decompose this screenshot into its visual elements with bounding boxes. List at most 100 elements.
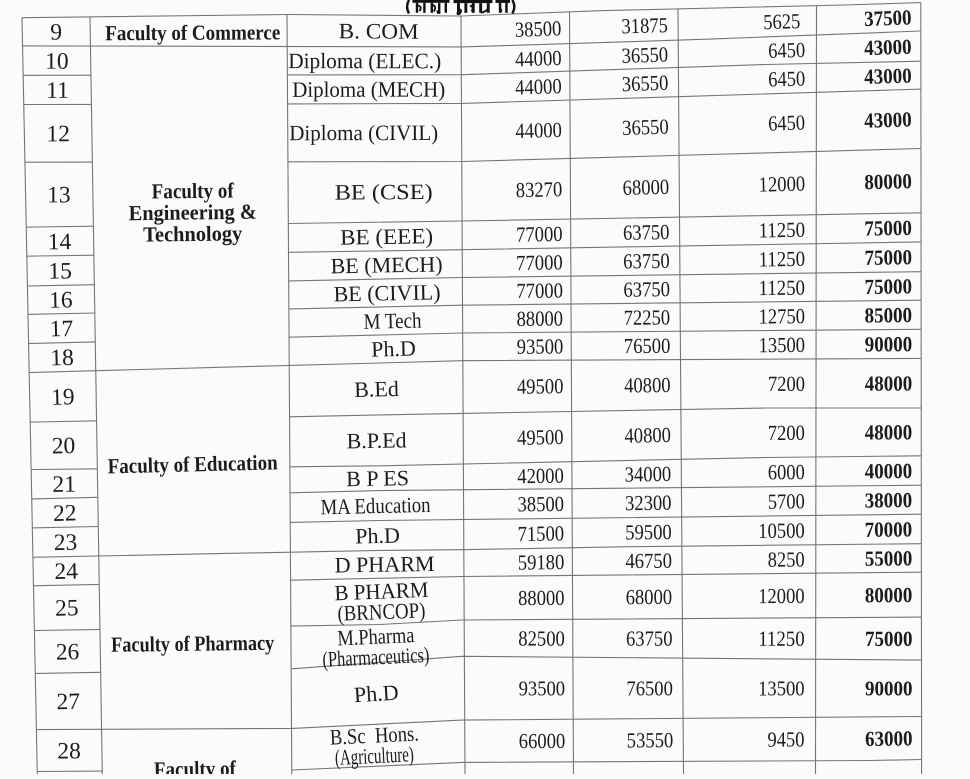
svg-text:68000: 68000 xyxy=(626,585,673,609)
svg-text:63750: 63750 xyxy=(626,627,673,651)
svg-text:93500: 93500 xyxy=(519,676,566,700)
svg-text:17: 17 xyxy=(49,316,73,342)
svg-text:BE (EEE): BE (EEE) xyxy=(340,223,433,249)
svg-text:Engineering &: Engineering & xyxy=(129,200,257,226)
svg-text:11250: 11250 xyxy=(758,218,805,243)
svg-text:Faculty of: Faculty of xyxy=(154,756,237,774)
svg-text:M Tech: M Tech xyxy=(363,308,422,334)
svg-text:Diploma (MECH): Diploma (MECH) xyxy=(292,77,445,102)
svg-text:12: 12 xyxy=(46,121,70,147)
svg-text:31875: 31875 xyxy=(621,13,668,38)
svg-text:68000: 68000 xyxy=(622,175,669,200)
svg-text:BE (MECH): BE (MECH) xyxy=(330,251,442,278)
svg-text:5700: 5700 xyxy=(768,489,805,513)
svg-text:B.Ed: B.Ed xyxy=(354,376,399,402)
svg-text:88000: 88000 xyxy=(518,586,565,610)
svg-text:40800: 40800 xyxy=(624,423,671,448)
svg-text:71500: 71500 xyxy=(517,521,564,546)
svg-text:76500: 76500 xyxy=(624,334,671,358)
svg-text:6450: 6450 xyxy=(768,38,806,63)
svg-text:36550: 36550 xyxy=(621,42,668,68)
svg-text:76500: 76500 xyxy=(626,677,673,701)
svg-text:6450: 6450 xyxy=(768,111,806,136)
svg-text:22: 22 xyxy=(53,500,77,527)
svg-text:Ph.D: Ph.D xyxy=(353,680,399,708)
svg-text:20: 20 xyxy=(52,433,76,459)
svg-text:59500: 59500 xyxy=(625,520,672,545)
svg-text:9450: 9450 xyxy=(767,727,804,751)
svg-text:Faculty of Commerce: Faculty of Commerce xyxy=(105,20,280,45)
svg-text:Faculty of Education: Faculty of Education xyxy=(107,450,278,478)
svg-text:8250: 8250 xyxy=(768,547,805,571)
svg-text:11: 11 xyxy=(46,78,69,104)
svg-text:Ph.D: Ph.D xyxy=(355,523,400,549)
svg-text:5625: 5625 xyxy=(763,9,801,34)
svg-text:(Agriculture): (Agriculture) xyxy=(334,741,414,770)
svg-text:6450: 6450 xyxy=(768,67,806,92)
svg-text:82500: 82500 xyxy=(518,627,565,651)
svg-text:48000: 48000 xyxy=(865,420,913,444)
svg-text:18: 18 xyxy=(50,345,74,372)
svg-text:44000: 44000 xyxy=(515,118,562,143)
svg-text:43000: 43000 xyxy=(864,107,912,132)
svg-text:11250: 11250 xyxy=(758,276,805,301)
svg-text:9: 9 xyxy=(50,20,62,46)
svg-text:38000: 38000 xyxy=(865,488,913,513)
svg-text:63750: 63750 xyxy=(623,249,670,274)
svg-text:38500: 38500 xyxy=(517,492,564,517)
svg-text:B. COM: B. COM xyxy=(339,18,419,43)
svg-text:7200: 7200 xyxy=(768,421,805,445)
svg-text:25: 25 xyxy=(55,595,79,622)
svg-text:26: 26 xyxy=(56,639,80,665)
svg-text:90000: 90000 xyxy=(865,332,913,356)
svg-text:37500: 37500 xyxy=(864,5,912,31)
svg-text:63000: 63000 xyxy=(865,726,913,751)
svg-text:40000: 40000 xyxy=(865,459,913,483)
svg-text:75000: 75000 xyxy=(864,245,912,270)
svg-text:34000: 34000 xyxy=(625,462,672,487)
svg-text:24: 24 xyxy=(54,559,78,585)
svg-text:77000: 77000 xyxy=(516,222,563,247)
svg-text:13500: 13500 xyxy=(758,333,805,357)
svg-text:B PHARM: B PHARM xyxy=(334,577,429,606)
svg-text:12750: 12750 xyxy=(758,304,805,328)
svg-text:77000: 77000 xyxy=(516,250,563,275)
svg-text:12000: 12000 xyxy=(758,172,805,197)
svg-text:11250: 11250 xyxy=(758,627,805,651)
svg-text:59180: 59180 xyxy=(518,550,565,575)
svg-text:16: 16 xyxy=(49,287,73,313)
svg-text:75000: 75000 xyxy=(864,216,912,241)
svg-text:(Pharmaceutics): (Pharmaceutics) xyxy=(322,642,430,672)
svg-text:70000: 70000 xyxy=(865,517,913,542)
svg-text:19: 19 xyxy=(51,384,75,411)
svg-text:B P ES: B P ES xyxy=(346,465,409,491)
svg-text:63750: 63750 xyxy=(623,277,670,302)
svg-text:53550: 53550 xyxy=(627,728,674,752)
svg-text:12000: 12000 xyxy=(758,584,805,608)
svg-text:83270: 83270 xyxy=(515,177,562,202)
svg-text:21: 21 xyxy=(52,472,76,498)
svg-text:46750: 46750 xyxy=(625,549,672,573)
svg-text:Diploma (ELEC.): Diploma (ELEC.) xyxy=(288,48,441,73)
svg-text:BE (CSE): BE (CSE) xyxy=(335,179,433,205)
svg-text:(BRNCOP): (BRNCOP) xyxy=(337,597,426,625)
svg-text:93500: 93500 xyxy=(517,335,564,359)
svg-text:48000: 48000 xyxy=(865,372,913,396)
svg-text:32300: 32300 xyxy=(625,491,672,516)
svg-text:BE (CIVIL): BE (CIVIL) xyxy=(333,279,440,306)
svg-text:80000: 80000 xyxy=(865,583,913,607)
svg-text:40800: 40800 xyxy=(624,373,671,398)
svg-text:43000: 43000 xyxy=(864,35,912,60)
svg-text:88000: 88000 xyxy=(516,307,563,331)
svg-text:85000: 85000 xyxy=(864,303,912,327)
svg-text:11250: 11250 xyxy=(758,247,805,272)
svg-text:M.Pharma: M.Pharma xyxy=(337,622,415,650)
svg-text:63750: 63750 xyxy=(623,220,670,245)
svg-text:44000: 44000 xyxy=(515,74,562,99)
svg-text:6000: 6000 xyxy=(768,460,805,484)
svg-text:B.P.Ed: B.P.Ed xyxy=(346,427,406,453)
svg-text:49500: 49500 xyxy=(517,425,564,450)
svg-text:36550: 36550 xyxy=(621,71,668,96)
svg-text:Ph.D: Ph.D xyxy=(371,336,416,362)
svg-text:MA Education: MA Education xyxy=(320,492,431,519)
